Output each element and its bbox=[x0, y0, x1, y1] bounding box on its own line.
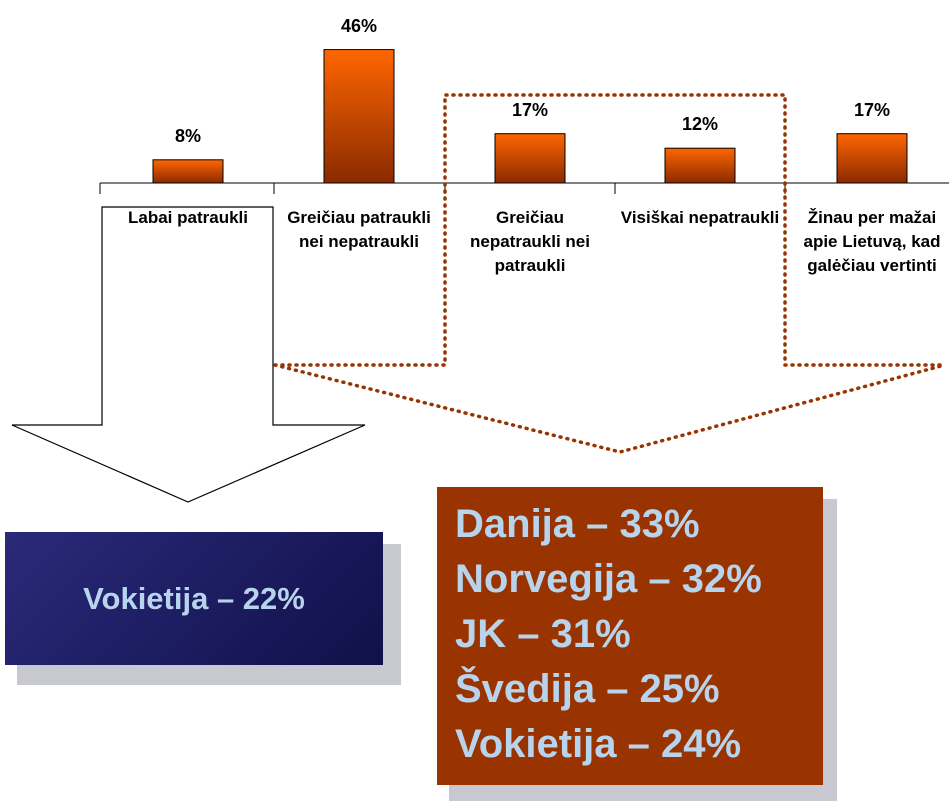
value-label: 46% bbox=[340, 15, 378, 36]
category-label: Greičiau patraukli nei nepatraukli bbox=[287, 208, 431, 251]
bar bbox=[664, 147, 736, 184]
value-label: 8% bbox=[174, 125, 201, 146]
callout-box: Danija – 33% Norvegija – 32% JK – 31% Švedi… bbox=[437, 487, 823, 785]
down-arrow bbox=[11, 206, 366, 503]
bar bbox=[323, 49, 395, 184]
callout-text: Vokietija – 24% bbox=[455, 722, 742, 766]
value-label: 12% bbox=[681, 114, 719, 135]
category-label: Visiškai nepatraukli bbox=[620, 208, 780, 227]
dotted-outline bbox=[273, 93, 947, 454]
category-label: Labai patraukli bbox=[128, 208, 248, 227]
bar bbox=[494, 133, 566, 184]
callout-text: JK – 31% bbox=[455, 612, 631, 656]
callout-text: Danija – 33% bbox=[455, 502, 700, 546]
category-label: Greičiau nepatraukli nei patraukli bbox=[470, 208, 590, 275]
bar bbox=[836, 133, 908, 184]
separators bbox=[99, 183, 786, 194]
callout-box: Vokietija – 22% bbox=[5, 532, 383, 665]
callout-text: Norvegija – 32% bbox=[455, 557, 762, 601]
bar bbox=[152, 159, 224, 184]
value-label: 17% bbox=[853, 99, 891, 120]
category-label: Žinau per mažai apie Lietuvą, kad galėči… bbox=[803, 208, 941, 275]
callout-text: Vokietija – 22% bbox=[83, 580, 305, 616]
callout-text: Švedija – 25% bbox=[455, 667, 720, 711]
value-label: 17% bbox=[511, 99, 549, 120]
